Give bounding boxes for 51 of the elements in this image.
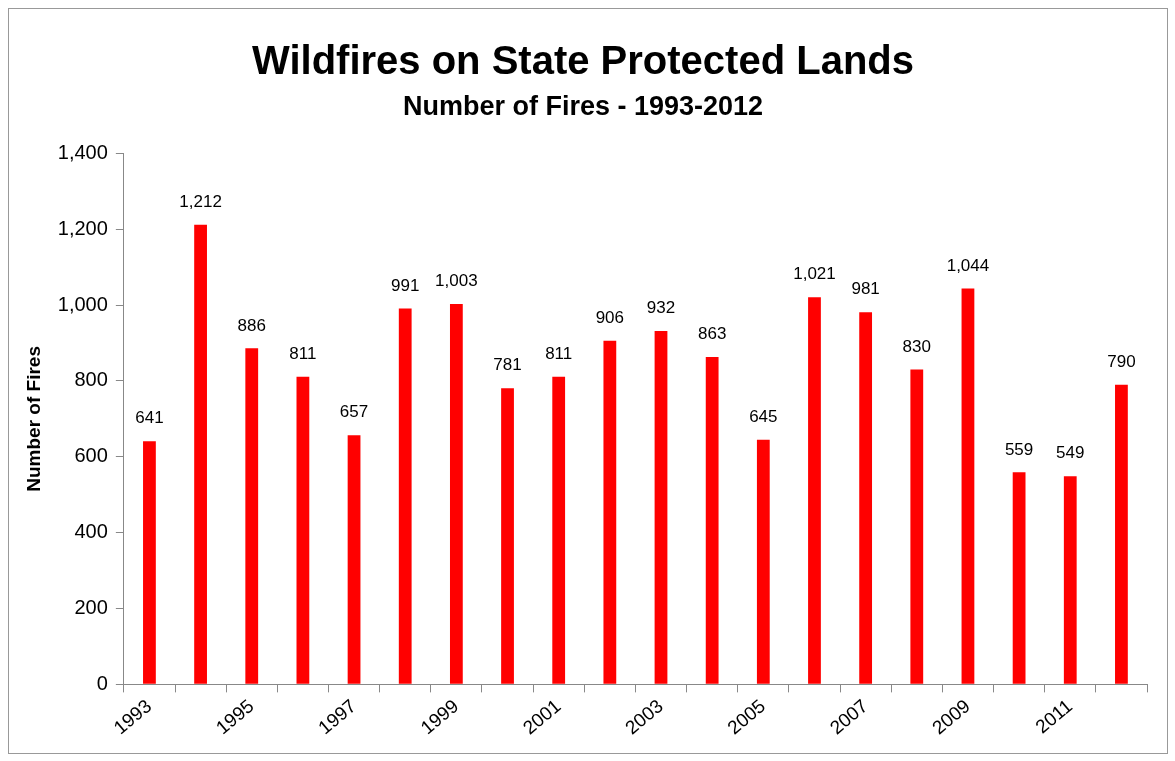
y-tick-label: 0: [96, 671, 108, 694]
bar: [296, 376, 310, 684]
data-label: 906: [595, 307, 625, 327]
data-label: 781: [493, 355, 522, 375]
bar: [501, 388, 514, 684]
data-label: 641: [135, 408, 164, 428]
data-label: 886: [237, 315, 266, 335]
data-label: 1,044: [946, 255, 990, 275]
data-label: 549: [1056, 443, 1085, 463]
bar: [808, 297, 821, 684]
data-label: 1,021: [793, 264, 836, 284]
bar: [603, 340, 617, 684]
bar: [398, 308, 412, 684]
bar: [859, 312, 873, 684]
data-label: 559: [1004, 439, 1034, 459]
bar: [961, 288, 975, 684]
data-label: 790: [1107, 351, 1136, 371]
bar: [1012, 472, 1026, 684]
bar: [347, 435, 361, 684]
y-axis-title: Number of Fires: [22, 346, 44, 492]
bar: [245, 348, 259, 684]
bar: [756, 439, 770, 684]
data-label: 830: [902, 336, 931, 356]
bar: [552, 376, 566, 684]
bar: [1115, 384, 1128, 684]
y-tick-label: 800: [74, 368, 108, 391]
bar: [654, 330, 668, 684]
bar: [910, 369, 924, 684]
data-label: 981: [851, 279, 880, 299]
y-tick-label: 200: [74, 596, 108, 619]
y-tick-label: 1,400: [57, 140, 108, 163]
chart-subtitle: Number of Fires - 1993-2012: [402, 90, 764, 121]
data-label: 657: [339, 402, 369, 422]
bar: [143, 441, 156, 684]
y-tick-label: 600: [74, 444, 108, 467]
data-label: 645: [749, 406, 778, 426]
data-label: 991: [391, 275, 420, 295]
y-tick-label: 1,000: [57, 292, 108, 315]
chart-title: Wildfires on State Protected Lands: [252, 38, 914, 83]
data-label: 932: [646, 298, 676, 318]
data-label: 863: [697, 324, 727, 344]
y-tick-label: 400: [74, 520, 108, 543]
data-label: 1,212: [179, 191, 222, 211]
bar: [705, 357, 719, 684]
bar: [194, 224, 207, 684]
bar: [1063, 476, 1077, 684]
data-label: 811: [289, 343, 317, 363]
y-tick-label: 1,200: [57, 216, 108, 239]
bar: [449, 303, 463, 684]
data-label: 1,003: [435, 271, 478, 291]
data-label: 811: [545, 343, 573, 363]
